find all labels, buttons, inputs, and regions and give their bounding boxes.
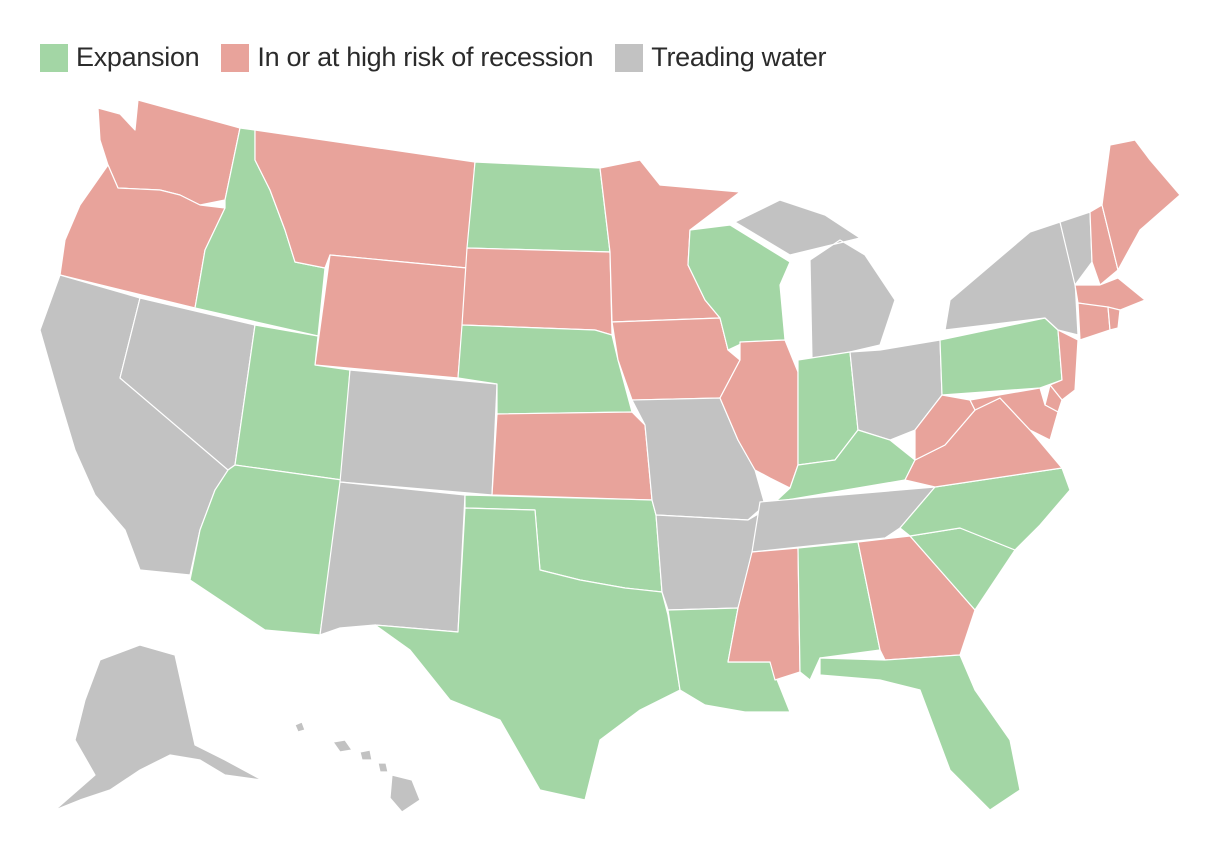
legend-item-recession: In or at high risk of recession [221, 42, 594, 73]
state-nm[interactable] [319, 481, 466, 636]
state-sd[interactable] [461, 247, 613, 336]
state-ia[interactable] [611, 317, 741, 401]
state-tx[interactable] [374, 507, 681, 801]
state-hi[interactable] [294, 721, 421, 813]
state-ks[interactable] [491, 411, 653, 501]
state-fl[interactable] [819, 654, 1021, 811]
state-ri[interactable] [1107, 306, 1121, 331]
state-il[interactable] [719, 339, 799, 489]
state-ak[interactable] [54, 644, 263, 811]
state-nh[interactable] [1089, 204, 1119, 286]
legend-item-expansion: Expansion [40, 42, 200, 73]
legend-swatch-expansion [40, 43, 68, 72]
legend-label-treading: Treading water [651, 42, 827, 72]
state-nd[interactable] [466, 161, 611, 253]
state-pa[interactable] [939, 317, 1063, 396]
state-ny[interactable] [944, 221, 1079, 336]
legend-swatch-recession [221, 43, 250, 72]
legend-swatch-treading [615, 43, 644, 72]
state-ky[interactable] [774, 429, 916, 503]
state-md[interactable] [969, 387, 1059, 441]
legend-label-expansion: Expansion [76, 42, 200, 72]
state-tn[interactable] [751, 486, 936, 553]
map-legend: Expansion In or at high risk of recessio… [40, 42, 848, 73]
state-wy[interactable] [314, 254, 468, 379]
legend-item-treading: Treading water [615, 42, 826, 73]
legend-label-recession: In or at high risk of recession [257, 42, 594, 72]
state-co[interactable] [339, 369, 498, 496]
state-ct[interactable] [1077, 302, 1111, 341]
state-me[interactable] [1101, 139, 1181, 271]
